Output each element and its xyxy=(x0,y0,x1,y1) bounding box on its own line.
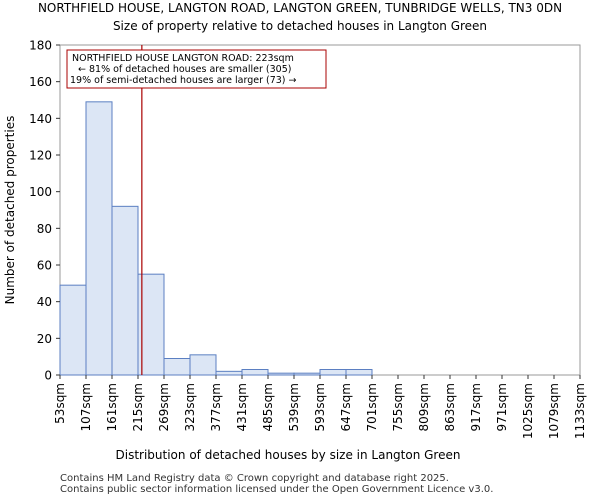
annotation-line-1: NORTHFIELD HOUSE LANGTON ROAD: 223sqm xyxy=(72,53,294,64)
x-tick-label: 755sqm xyxy=(391,383,405,431)
y-tick-label: 140 xyxy=(29,112,52,126)
y-tick-label: 0 xyxy=(44,369,52,383)
x-tick-label: 431sqm xyxy=(235,383,249,431)
histogram-bar-485sqm xyxy=(267,372,295,376)
x-tick-label: 809sqm xyxy=(417,383,431,431)
x-tick-label: 539sqm xyxy=(287,383,301,431)
y-tick-label: 120 xyxy=(29,149,52,163)
x-tick-label: 917sqm xyxy=(469,383,483,431)
histogram-bar-53sqm xyxy=(59,284,87,376)
y-tick-label: 60 xyxy=(37,259,52,273)
x-tick-label: 215sqm xyxy=(131,383,145,431)
annotation-line-2: ← 81% of detached houses are smaller (30… xyxy=(78,64,291,75)
chart-title: NORTHFIELD HOUSE, LANGTON ROAD, LANGTON … xyxy=(37,1,563,15)
histogram-bar-323sqm xyxy=(189,354,217,376)
histogram-bar-647sqm xyxy=(345,369,373,376)
x-tick-label: 323sqm xyxy=(183,383,197,431)
x-tick-label: 701sqm xyxy=(365,383,379,431)
x-tick-label: 269sqm xyxy=(157,383,171,431)
x-axis-label: Distribution of detached houses by size … xyxy=(116,448,461,462)
x-tick-label: 647sqm xyxy=(339,383,353,431)
histogram-bar-269sqm xyxy=(163,358,191,376)
footer-line-1: Contains HM Land Registry data © Crown c… xyxy=(60,473,449,484)
y-tick-label: 180 xyxy=(29,39,52,53)
y-tick-label: 20 xyxy=(37,332,52,346)
chart-subtitle: Size of property relative to detached ho… xyxy=(112,19,488,33)
histogram-bar-107sqm xyxy=(85,101,113,376)
x-tick-label: 485sqm xyxy=(261,383,275,431)
histogram-bar-593sqm xyxy=(319,369,347,376)
histogram-bar-431sqm xyxy=(241,369,269,376)
annotation-box xyxy=(66,49,327,89)
histogram-bar-539sqm xyxy=(293,372,321,376)
footer-line-2: Contains public sector information licen… xyxy=(60,484,494,495)
x-tick-label: 53sqm xyxy=(53,383,67,424)
histogram-bar-377sqm xyxy=(215,370,243,376)
x-tick-label: 1079sqm xyxy=(547,383,561,439)
x-tick-label: 971sqm xyxy=(495,383,509,431)
x-tick-label: 593sqm xyxy=(313,383,327,431)
x-tick-label: 863sqm xyxy=(443,383,457,431)
histogram-bar-161sqm xyxy=(111,205,139,376)
x-tick-label: 1133sqm xyxy=(573,383,587,439)
x-tick-label: 161sqm xyxy=(105,383,119,431)
annotation-line-3: 19% of semi-detached houses are larger (… xyxy=(70,75,297,86)
y-axis-label: Number of detached properties xyxy=(3,116,17,305)
x-tick-label: 107sqm xyxy=(79,383,93,431)
y-tick-label: 160 xyxy=(29,75,52,89)
x-tick-label: 1025sqm xyxy=(521,383,535,439)
x-tick-label: 377sqm xyxy=(209,383,223,431)
y-tick-label: 80 xyxy=(37,222,52,236)
y-tick-label: 100 xyxy=(29,185,52,199)
y-tick-label: 40 xyxy=(37,295,52,309)
